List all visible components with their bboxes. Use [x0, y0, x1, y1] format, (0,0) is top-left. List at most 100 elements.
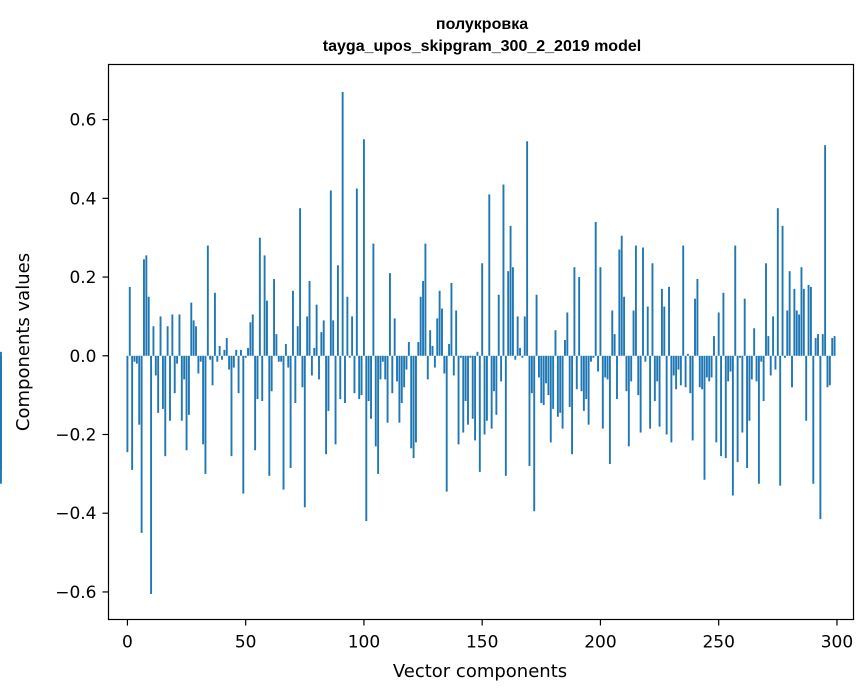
bar-86: [329, 190, 332, 356]
bar-239: [691, 355, 694, 441]
chart-title: полукровка: [436, 16, 528, 33]
bar-175: [540, 355, 543, 404]
bar-200: [599, 267, 602, 356]
bar-241: [696, 279, 699, 356]
bar-137: [450, 282, 453, 356]
bar-201: [601, 355, 604, 429]
bar-120: [410, 355, 413, 449]
bar-39: [218, 345, 221, 356]
bar-233: [677, 355, 680, 370]
bar-57: [261, 355, 264, 402]
bar-129: [431, 345, 434, 356]
bar-106: [377, 355, 380, 474]
bar-246: [708, 355, 711, 382]
bar-28: [192, 320, 195, 356]
bar-268: [760, 355, 763, 362]
bar-163: [511, 267, 514, 356]
bar-279: [786, 310, 789, 356]
bar-30: [197, 355, 200, 374]
bar-90: [339, 355, 342, 400]
bar-154: [490, 355, 493, 429]
x-axis-ticks: 0 50 100 150 200 250 300: [122, 619, 853, 653]
bar-14: [159, 316, 162, 356]
bar-64: [277, 355, 280, 362]
bar-276: [779, 355, 782, 486]
bar-215: [634, 245, 637, 356]
bar-109: [384, 355, 387, 380]
bar-164: [514, 355, 517, 360]
bar-44: [230, 355, 233, 457]
bar-198: [594, 221, 597, 356]
bar-85: [327, 355, 330, 411]
bar-132: [438, 290, 441, 356]
bar-181: [554, 330, 557, 356]
bar-15: [161, 355, 164, 409]
bar-103: [370, 355, 372, 419]
chart-subtitle: tayga_upos_skipgram_300_2_2019 model: [323, 38, 641, 55]
bar-213: [630, 355, 633, 382]
bar-256: [731, 355, 734, 496]
bar-205: [611, 310, 614, 356]
bar-290: [812, 355, 815, 484]
bar-252: [722, 292, 725, 356]
bar-131: [436, 318, 439, 356]
bar-135: [445, 355, 448, 492]
bar-4: [135, 355, 138, 364]
bar-263: [748, 355, 751, 421]
bar-278: [783, 355, 786, 358]
bar-undefined: [0, 355, 2, 396]
bar-126: [424, 243, 427, 356]
bar-261: [743, 298, 746, 356]
bar-76: [306, 316, 309, 356]
x-tick-label: 100: [348, 633, 380, 653]
bar-155: [493, 355, 495, 392]
bar-293: [819, 355, 822, 520]
bar-150: [481, 263, 484, 356]
bar-177: [545, 355, 547, 384]
bar-262: [746, 355, 749, 468]
bar-274: [774, 355, 777, 370]
bar-32: [202, 355, 205, 445]
bar-127: [426, 355, 429, 380]
bar-184: [561, 355, 564, 429]
y-tick-label: 0.2: [69, 268, 96, 288]
bar-203: [606, 355, 609, 380]
bar-299: [833, 336, 836, 356]
bar-79: [313, 347, 316, 356]
bar-182: [556, 355, 559, 417]
bar-186: [566, 312, 569, 356]
bar-202: [604, 355, 607, 378]
bar-7: [143, 259, 145, 356]
bar-251: [720, 355, 722, 457]
bar-56: [258, 237, 261, 356]
bar-29: [195, 326, 197, 356]
y-axis-ticks: −0.6 −0.4 −0.2 0.0 0.2 0.4 0.6: [55, 111, 109, 603]
bar-3: [133, 355, 136, 362]
bar-111: [389, 273, 391, 356]
bar-295: [824, 145, 827, 356]
bar-240: [694, 298, 696, 356]
bar-289: [809, 286, 812, 356]
bar-55: [256, 355, 259, 400]
bar-1: [128, 286, 131, 356]
bar-152: [485, 355, 488, 421]
bar-183: [559, 355, 562, 413]
bar-294: [821, 334, 824, 356]
bar-297: [828, 355, 831, 386]
bar-16: [164, 355, 167, 457]
bar-98: [358, 355, 361, 400]
bar-45: [232, 355, 235, 368]
bar-88: [334, 355, 337, 445]
bar-undefined: [0, 355, 2, 470]
bar-196: [590, 355, 592, 362]
bar-222: [651, 263, 654, 356]
bar-54: [254, 355, 257, 451]
bar-series: [0, 92, 836, 594]
bar-48: [240, 349, 242, 356]
bar-191: [578, 277, 581, 356]
bar-87: [332, 320, 335, 356]
bar-197: [592, 355, 595, 358]
bar-187: [568, 355, 571, 407]
bar-38: [216, 355, 219, 362]
bar-266: [755, 355, 758, 382]
